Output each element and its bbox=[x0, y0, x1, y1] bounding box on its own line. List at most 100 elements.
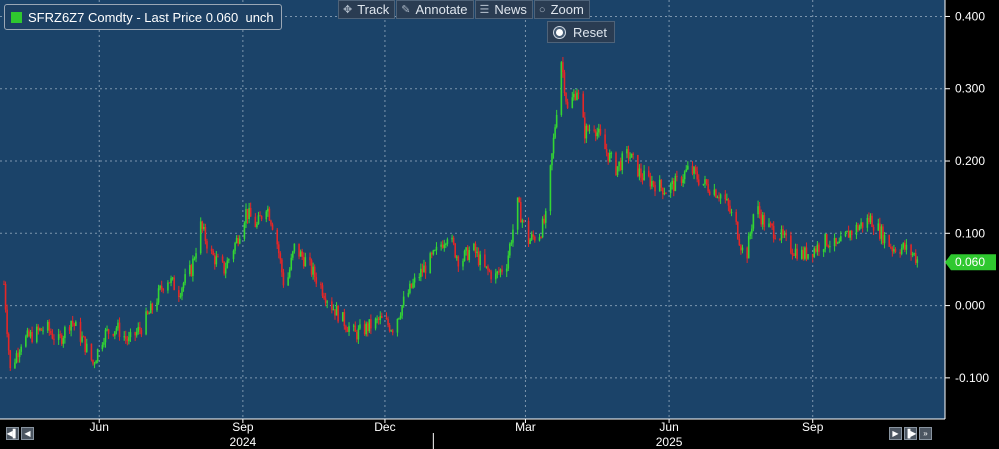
candle-body bbox=[359, 324, 361, 329]
candle-body bbox=[310, 260, 313, 275]
candle-body bbox=[388, 325, 391, 332]
candle-body bbox=[114, 331, 116, 336]
candle-body bbox=[237, 237, 239, 244]
candle-body bbox=[377, 318, 380, 320]
candle-body bbox=[323, 295, 325, 299]
candle-body bbox=[134, 332, 136, 336]
candle-body bbox=[813, 248, 816, 257]
candle-body bbox=[860, 222, 862, 227]
fast-forward-button[interactable]: » bbox=[919, 427, 932, 440]
candle-body bbox=[226, 260, 229, 269]
candle-body bbox=[190, 265, 193, 277]
candle-body bbox=[838, 241, 841, 243]
scroll-left-controls: ◀▌ ◀ bbox=[6, 427, 36, 440]
candle-body bbox=[440, 244, 442, 247]
reset-icon bbox=[554, 26, 565, 38]
candle-body bbox=[418, 277, 421, 279]
candle-body bbox=[402, 296, 405, 306]
candle-body bbox=[235, 237, 238, 244]
candle-body bbox=[281, 259, 283, 273]
candle-body bbox=[160, 285, 163, 289]
candle-body bbox=[457, 256, 460, 267]
candle-body bbox=[324, 298, 327, 303]
candle-body bbox=[747, 236, 750, 259]
candle-body bbox=[28, 330, 30, 337]
candle-body bbox=[62, 338, 65, 344]
candle-body bbox=[704, 179, 706, 184]
candle-body bbox=[793, 254, 795, 256]
candle-body bbox=[217, 256, 219, 258]
candle-body bbox=[277, 244, 280, 254]
candle-body bbox=[446, 239, 449, 244]
candle-body bbox=[730, 212, 733, 214]
candle-body bbox=[354, 325, 357, 332]
candle-body bbox=[123, 336, 126, 338]
candle-body bbox=[40, 328, 43, 331]
candle-body bbox=[15, 353, 18, 363]
y-tick-label: 0.300 bbox=[955, 82, 985, 96]
scroll-right-button[interactable]: ▶ bbox=[889, 427, 902, 440]
scroll-left-button[interactable]: ◀ bbox=[21, 427, 34, 440]
candle-body bbox=[691, 165, 694, 174]
candle-body bbox=[192, 258, 194, 277]
candle-body bbox=[857, 224, 859, 231]
candle-body bbox=[726, 199, 728, 201]
candle-body bbox=[816, 244, 819, 252]
candle-body bbox=[60, 335, 63, 344]
candle-body bbox=[736, 221, 739, 239]
candle-body bbox=[833, 237, 836, 247]
candle-body bbox=[774, 238, 777, 240]
candle-body bbox=[507, 255, 510, 269]
candle-body bbox=[576, 92, 578, 100]
arrow-left-icon: ◀ bbox=[24, 429, 31, 438]
candle-body bbox=[604, 134, 606, 150]
candle-body bbox=[331, 301, 333, 310]
candle-body bbox=[485, 266, 488, 268]
candle-body bbox=[374, 318, 377, 329]
track-button[interactable]: ✥ Track bbox=[338, 0, 396, 19]
candle-body bbox=[212, 251, 215, 256]
candle-body bbox=[179, 295, 182, 298]
candle-body bbox=[268, 208, 271, 221]
candle-body bbox=[696, 171, 698, 180]
magnifier-icon: ○ bbox=[538, 3, 546, 16]
candle-body bbox=[551, 153, 553, 166]
candle-body bbox=[413, 277, 416, 283]
candle-body bbox=[752, 214, 755, 229]
candle-body bbox=[430, 253, 433, 255]
candle-body bbox=[81, 336, 83, 342]
candle-body bbox=[195, 253, 197, 259]
annotate-button[interactable]: ✎ Annotate bbox=[396, 0, 474, 19]
candle-body bbox=[477, 251, 480, 265]
jump-start-button[interactable]: ◀▌ bbox=[6, 427, 19, 440]
candle-body bbox=[35, 326, 38, 343]
candle-body bbox=[771, 223, 773, 226]
candle-body bbox=[879, 223, 881, 239]
candle-body bbox=[632, 153, 634, 155]
candle-body bbox=[260, 215, 263, 220]
candle-body bbox=[476, 251, 478, 254]
candle-body bbox=[84, 336, 86, 352]
candle-body bbox=[345, 326, 347, 330]
candle-body bbox=[391, 330, 394, 333]
candle-body bbox=[221, 256, 224, 262]
candle-body bbox=[92, 359, 94, 364]
x-tick-label: Jun bbox=[90, 420, 109, 434]
candle-body bbox=[916, 259, 919, 263]
candle-body bbox=[46, 321, 49, 331]
news-button[interactable]: ☰ News bbox=[474, 0, 533, 19]
candle-body bbox=[199, 221, 202, 254]
candle-body bbox=[705, 179, 708, 184]
candle-body bbox=[554, 127, 556, 138]
candle-body bbox=[106, 329, 108, 331]
reset-button[interactable]: Reset bbox=[547, 21, 615, 43]
candle-body bbox=[71, 320, 74, 324]
candle-body bbox=[516, 197, 519, 230]
candle-body bbox=[412, 282, 414, 288]
zoom-button[interactable]: ○ Zoom bbox=[533, 0, 590, 19]
jump-end-button[interactable]: ▐▶ bbox=[904, 427, 917, 440]
candle-body bbox=[549, 165, 552, 212]
candle-body bbox=[201, 221, 204, 229]
candle-body bbox=[555, 114, 558, 128]
